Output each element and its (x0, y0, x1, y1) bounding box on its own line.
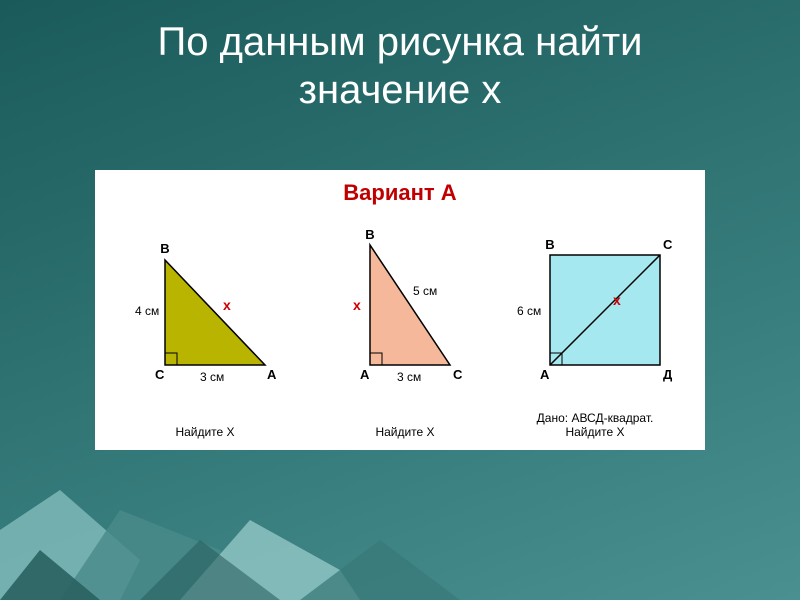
vertex-b-2: В (365, 227, 374, 242)
figure-2: В А С 5 см 3 см х Найдите Х (305, 225, 505, 445)
content-panel: Вариант А В С А 4 см 3 см х Найдите Х (95, 170, 705, 450)
figure-1: В С А 4 см 3 см х Найдите Х (105, 225, 305, 445)
triangle-2 (370, 245, 450, 365)
figure-2-svg: В А С 5 см 3 см х (305, 225, 505, 415)
hyp-bc-2: 5 см (413, 284, 437, 298)
hyp-x-1: х (223, 297, 231, 313)
caption-1: Найдите Х (105, 425, 305, 439)
vertex-a-3: А (540, 367, 550, 382)
variant-label: Вариант А (95, 170, 705, 206)
vertex-c-1: С (155, 367, 165, 382)
side-bc-1: 4 см (135, 304, 159, 318)
figures-row: В С А 4 см 3 см х Найдите Х В А С 5 см 3… (95, 225, 705, 445)
decor-crystals (0, 490, 800, 600)
caption-3: Дано: АВСД-квадрат. Найдите Х (495, 411, 695, 439)
title-line2: значение х (299, 68, 502, 112)
base-ac-2: 3 см (397, 370, 421, 384)
side-ab-3: 6 см (517, 304, 541, 318)
vertex-c-2: С (453, 367, 463, 382)
vertex-d-3: Д (663, 367, 673, 382)
side-ca-1: 3 см (200, 370, 224, 384)
title-line1: По данным рисунка найти (158, 20, 643, 64)
figure-1-svg: В С А 4 см 3 см х (105, 225, 305, 415)
caption-3-line1: Дано: АВСД-квадрат. (537, 411, 654, 425)
vertex-a-1: А (267, 367, 277, 382)
vertex-b-3: В (545, 237, 554, 252)
vertex-c-3: С (663, 237, 673, 252)
figure-3: В С А Д 6 см х Дано: АВСД-квадрат. Найди… (495, 225, 695, 445)
vertex-a-2: А (360, 367, 370, 382)
slide-title: По данным рисунка найти значение х (0, 0, 800, 114)
leg-x-2: х (353, 297, 361, 313)
vertex-b-1: В (160, 241, 169, 256)
figure-3-svg: В С А Д 6 см х (495, 225, 705, 405)
caption-3-line2: Найдите Х (565, 425, 624, 439)
caption-2: Найдите Х (305, 425, 505, 439)
diag-x-3: х (613, 292, 621, 308)
triangle-1 (165, 260, 265, 365)
